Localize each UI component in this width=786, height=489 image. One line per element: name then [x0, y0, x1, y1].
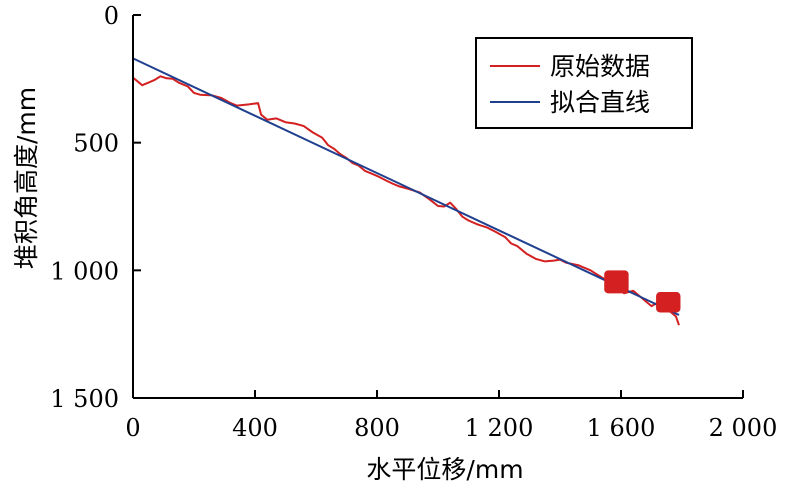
x-tick-label: 1 200: [465, 414, 534, 442]
axes: 0 400 800 1 200 1 600 2 000 0 500 1 000 1 500: [50, 2, 777, 442]
x-tick-label: 2 000: [709, 414, 778, 442]
raw-data-line: [132, 75, 680, 326]
legend-label-raw: 原始数据: [550, 52, 650, 81]
legend: 原始数据 拟合直线: [475, 37, 693, 129]
x-tick-label: 1 600: [587, 414, 656, 442]
y-tick-label: 0: [104, 2, 119, 30]
legend-label-fit: 拟合直线: [550, 88, 650, 117]
x-tick-label: 400: [232, 414, 278, 442]
x-tick-label: 0: [125, 414, 140, 442]
y-axis-title: 堆积角高度/mm: [12, 87, 41, 269]
plot-area: [132, 57, 681, 326]
y-tick-label: 1 500: [50, 385, 119, 413]
x-tick-label: 800: [354, 414, 400, 442]
raw-data-noise-cluster: [604, 270, 629, 294]
legend-box: [475, 37, 693, 129]
x-axis-title: 水平位移/mm: [366, 455, 523, 484]
y-tick-label: 1 000: [50, 257, 119, 285]
fit-line: [132, 57, 680, 316]
raw-data-noise-cluster: [656, 292, 681, 313]
y-tick-label: 500: [73, 130, 119, 158]
